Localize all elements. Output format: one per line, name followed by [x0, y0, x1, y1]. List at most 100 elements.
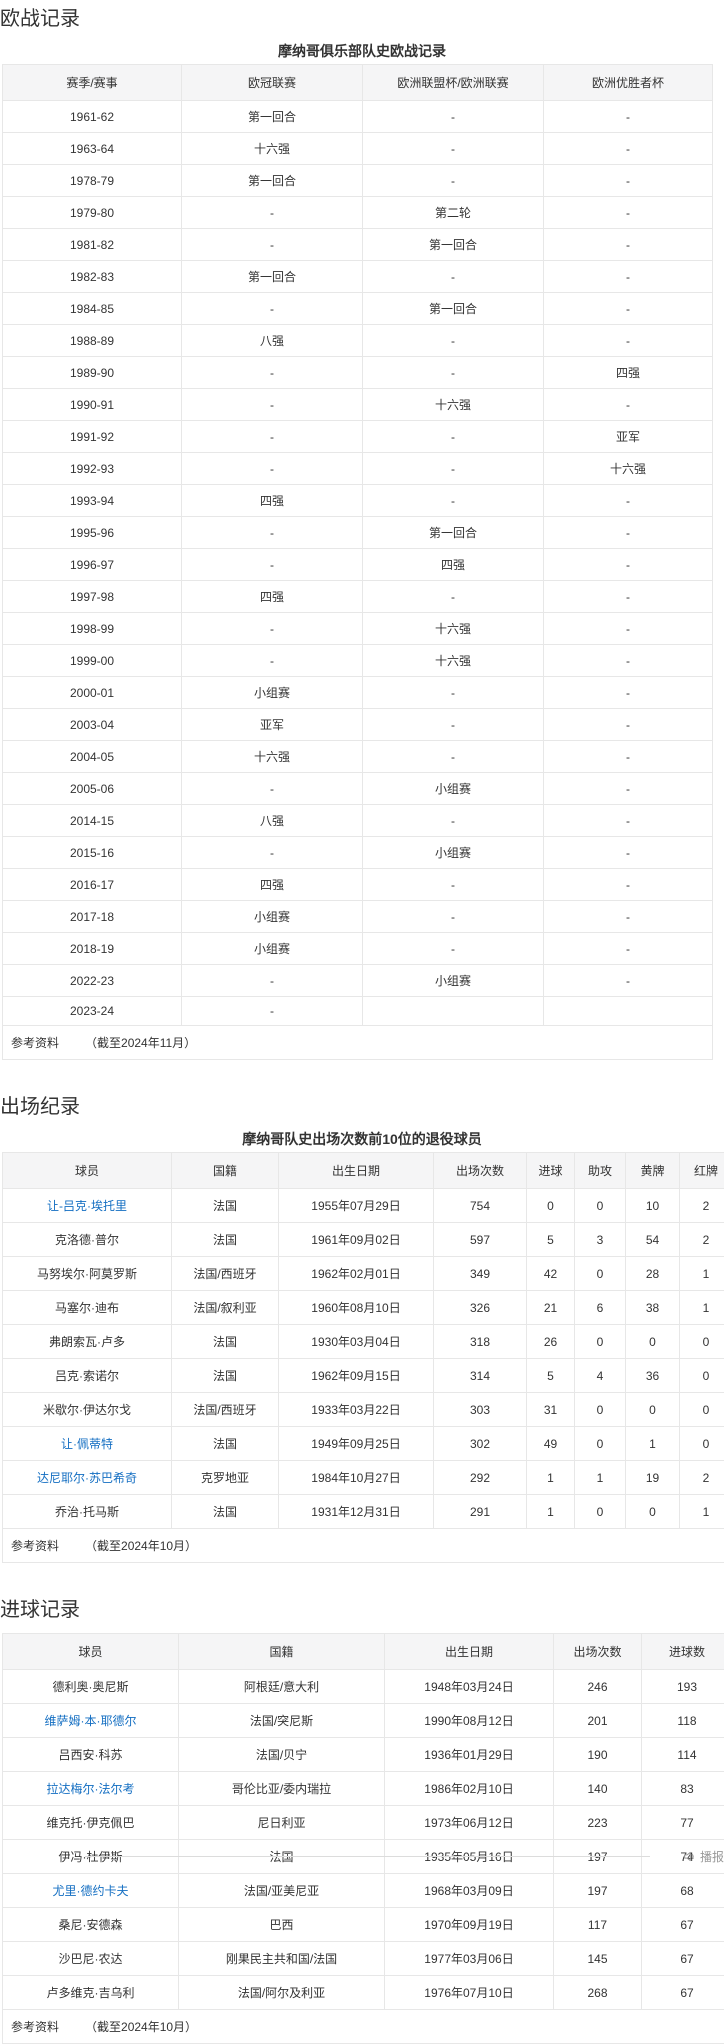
table-cell: 1990-91 — [3, 389, 182, 421]
table-cell: 第一回合 — [363, 517, 544, 549]
table-cell: 6 — [575, 1291, 626, 1325]
table-cell: - — [544, 709, 713, 741]
table-row: 1996-97-四强- — [3, 549, 713, 581]
table-cell: 1995-96 — [3, 517, 182, 549]
table-cell: 克罗地亚 — [172, 1461, 279, 1495]
table-cell: 1968年03月09日 — [385, 1874, 554, 1908]
table-cell: 1 — [527, 1461, 575, 1495]
player-link[interactable]: 维萨姆·本·耶德尔 — [45, 1714, 137, 1728]
player-link[interactable]: 让·佩蒂特 — [61, 1437, 113, 1451]
table-cell: 弗朗索瓦·卢多 — [3, 1325, 172, 1359]
table-cell: 1998-99 — [3, 613, 182, 645]
table-cell: 2 — [680, 1189, 724, 1223]
table-cell: 2017-18 — [3, 901, 182, 933]
reference-row: 参考资料（截至2024年10月） — [3, 1529, 724, 1563]
table-cell: - — [544, 805, 713, 837]
table-row: 1984-85-第一回合- — [3, 293, 713, 325]
player-link[interactable]: 尤里·德约卡夫 — [53, 1884, 129, 1898]
section-heading-euro-record: 欧战记录 — [0, 6, 724, 32]
table-cell: 法国/西班牙 — [172, 1393, 279, 1427]
table-cell: 4 — [575, 1359, 626, 1393]
table-cell: 314 — [434, 1359, 527, 1393]
table-cell: - — [182, 421, 363, 453]
table-cell: - — [363, 453, 544, 485]
table-cell: - — [182, 997, 363, 1026]
table-cell: - — [544, 389, 713, 421]
table-row: 1990-91-十六强- — [3, 389, 713, 421]
table-cell: - — [182, 773, 363, 805]
table-cell: 亚军 — [544, 421, 713, 453]
table-cell: 349 — [434, 1257, 527, 1291]
table-cell: 亚军 — [182, 709, 363, 741]
column-header: 国籍 — [172, 1153, 279, 1189]
table-cell: 小组赛 — [182, 933, 363, 965]
table-cell: - — [363, 101, 544, 133]
table-cell: 1955年07月29日 — [279, 1189, 434, 1223]
table-cell: 法国 — [172, 1325, 279, 1359]
table-cell: - — [544, 101, 713, 133]
table-cell: 2022-23 — [3, 965, 182, 997]
reference-label[interactable]: 参考资料 — [11, 1539, 59, 1553]
reference-note: （截至2024年11月） — [85, 1036, 196, 1050]
table-cell: 1 — [680, 1257, 724, 1291]
table-cell: - — [544, 901, 713, 933]
table-cell: 0 — [680, 1325, 724, 1359]
table-cell: 201 — [554, 1704, 642, 1738]
table-cell: 0 — [626, 1495, 680, 1529]
table-cell: 1960年08月10日 — [279, 1291, 434, 1325]
table-cell: 让-吕克·埃托里 — [3, 1189, 172, 1223]
table-cell: 83 — [642, 1772, 724, 1806]
table-cell: - — [182, 197, 363, 229]
player-link[interactable]: 让-吕克·埃托里 — [47, 1199, 127, 1213]
table-cell: - — [544, 165, 713, 197]
table-cell: - — [544, 581, 713, 613]
table-cell: 1949年09月25日 — [279, 1427, 434, 1461]
table-cell: 维克托·伊克佩巴 — [3, 1806, 179, 1840]
table-cell: 1961-62 — [3, 101, 182, 133]
table-cell: - — [182, 293, 363, 325]
table-cell: 38 — [626, 1291, 680, 1325]
table-cell: 68 — [642, 1874, 724, 1908]
table-row: 1981-82-第一回合- — [3, 229, 713, 261]
table-cell: - — [544, 773, 713, 805]
table-cell: 302 — [434, 1427, 527, 1461]
table-cell: - — [544, 229, 713, 261]
table-cell: 第一回合 — [363, 293, 544, 325]
table-cell: 117 — [554, 1908, 642, 1942]
table-cell: - — [182, 389, 363, 421]
table-cell: 法国 — [172, 1495, 279, 1529]
table-cell: 拉达梅尔·法尔考 — [3, 1772, 179, 1806]
table-cell: 八强 — [182, 805, 363, 837]
table-cell: 1991-92 — [3, 421, 182, 453]
table-cell: - — [363, 677, 544, 709]
table-cell: - — [182, 965, 363, 997]
read-aloud-button[interactable]: 播报 — [683, 1848, 724, 1864]
player-link[interactable]: 拉达梅尔·法尔考 — [47, 1782, 135, 1796]
table-cell: 28 — [626, 1257, 680, 1291]
reference-label[interactable]: 参考资料 — [11, 1036, 59, 1050]
column-header: 进球数 — [642, 1634, 724, 1670]
table-cell: 十六强 — [363, 613, 544, 645]
table-cell: 1999-00 — [3, 645, 182, 677]
table-cell: - — [182, 613, 363, 645]
table-cell: 77 — [642, 1806, 724, 1840]
table-cell: 卢多维克·吉乌利 — [3, 1976, 179, 2010]
table-caption-appearance: 摩纳哥队史出场次数前10位的退役球员 — [0, 1130, 724, 1148]
reference-label[interactable]: 参考资料 — [11, 2020, 59, 2034]
table-cell: - — [544, 837, 713, 869]
table-cell: 1970年09月19日 — [385, 1908, 554, 1942]
table-header-row: 球员国籍出生日期出场次数进球助攻黄牌红牌 — [3, 1153, 724, 1189]
table-cell: 法国/贝宁 — [179, 1738, 385, 1772]
player-link[interactable]: 达尼耶尔·苏巴希奇 — [37, 1471, 137, 1485]
table-cell: 1979-80 — [3, 197, 182, 229]
table-cell: 让·佩蒂特 — [3, 1427, 172, 1461]
